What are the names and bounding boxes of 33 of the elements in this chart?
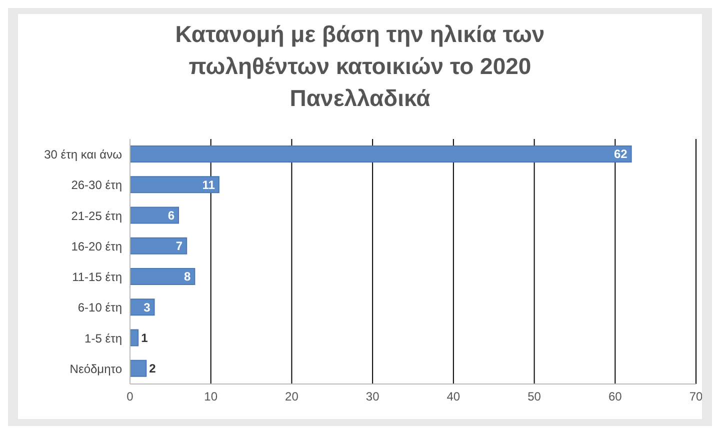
bar <box>130 237 188 254</box>
bar <box>130 329 139 346</box>
data-label: 11 <box>202 178 216 192</box>
bar <box>130 176 220 194</box>
y-tick-label: 6-10 έτη <box>78 300 122 315</box>
bar <box>130 146 632 162</box>
data-label: 62 <box>614 147 628 162</box>
bar <box>130 268 196 285</box>
x-tick-label: 60 <box>608 390 622 404</box>
x-tick-label: 30 <box>366 390 380 404</box>
x-tick-label: 50 <box>528 390 542 404</box>
y-tick-label: 26-30 έτη <box>71 178 122 192</box>
y-tick-label: 16-20 έτη <box>71 239 122 254</box>
bar <box>130 360 147 377</box>
data-label: 8 <box>184 270 191 284</box>
data-label: 3 <box>144 300 151 314</box>
data-label: 7 <box>176 239 183 254</box>
data-label: 6 <box>168 208 175 222</box>
data-label: 2 <box>149 362 156 376</box>
bar <box>130 206 180 224</box>
x-tick-label: 40 <box>446 390 460 404</box>
bar <box>130 298 155 316</box>
x-tick-label: 20 <box>285 390 299 404</box>
y-tick-label: 11-15 έτη <box>72 270 122 284</box>
x-tick-label: 0 <box>126 390 134 404</box>
y-tick-label: 21-25 έτη <box>71 208 122 223</box>
y-tick-label: 1-5 έτη <box>84 331 122 346</box>
x-tick-label: 10 <box>204 390 218 404</box>
y-tick-label: 30 έτη και άνω <box>44 148 122 162</box>
x-tick-label: 70 <box>689 390 703 404</box>
data-label: 1 <box>141 330 148 345</box>
y-tick-label: Νεόδμητο <box>70 362 122 376</box>
chart-title: Κατανομή με βάση την ηλικία των πωληθέντων κατοικιών το 2020 Πανελλαδικά <box>174 20 546 113</box>
